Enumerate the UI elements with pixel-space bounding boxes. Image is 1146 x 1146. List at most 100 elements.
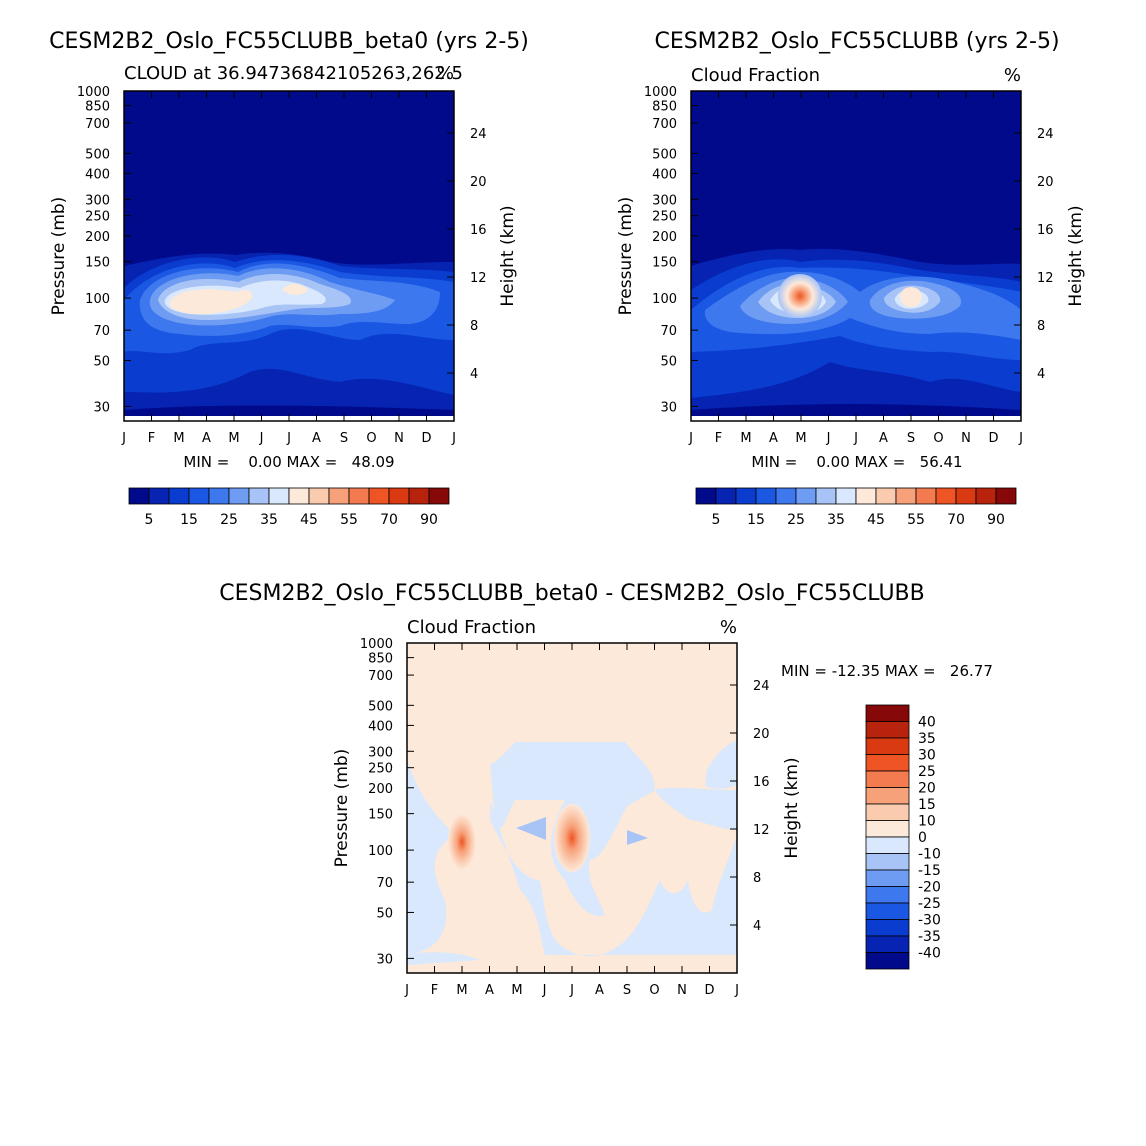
y-tick-label: 70: [660, 324, 677, 339]
panel-b-minmax: MIN = 0.00 MAX = 56.41: [751, 453, 962, 471]
y-tick-label-right: 8: [1037, 319, 1045, 334]
x-tick-label: J: [1018, 431, 1023, 446]
colorbar-label: 40: [918, 715, 936, 731]
panel-a-contour-field: [124, 91, 454, 421]
x-tick-label: J: [286, 431, 291, 446]
colorbar-label: -35: [918, 929, 941, 945]
colorbar-label: 0: [918, 830, 927, 846]
y-tick-label-right: 20: [470, 175, 487, 190]
panel-b-colorbar: 5 15 25 35 45 55 70 90: [695, 487, 1017, 528]
y-tick-label: 70: [376, 876, 393, 891]
colorbar-label: -20: [918, 880, 941, 896]
colorbar-label: -40: [918, 946, 941, 962]
colorbar-label: 10: [918, 814, 936, 830]
colorbar-label: -10: [918, 847, 941, 863]
y-tick-label-right: 8: [753, 871, 761, 886]
colorbar-label: 70: [947, 512, 965, 528]
y-tick-label-right: 16: [753, 775, 770, 790]
colorbar-swatch: [775, 487, 797, 505]
y-tick-label: 150: [652, 256, 677, 271]
panel-a-ylabel: Pressure (mb): [49, 197, 69, 316]
panel-c: CESM2B2_Oslo_FC55CLUBB_beta0 - CESM2B2_O…: [219, 581, 993, 998]
colorbar-swatch: [915, 487, 937, 505]
y-tick-label: 100: [368, 844, 393, 859]
colorbar-label: 45: [300, 512, 318, 528]
colorbar-swatch: [835, 487, 857, 505]
y-tick-label: 850: [85, 100, 110, 115]
x-tick-label: J: [121, 431, 126, 446]
colorbar-swatch: [248, 487, 270, 505]
panel-c-ylabel-right: Height (km): [782, 757, 802, 858]
colorbar-swatch: [955, 487, 977, 505]
colorbar-swatch: [308, 487, 330, 505]
y-tick-label: 1000: [360, 637, 393, 652]
x-tick-label: N: [394, 431, 404, 446]
colorbar-swatch: [288, 487, 310, 505]
panel-b-units: %: [1004, 65, 1021, 86]
panel-a-axes: J F M A M J J A S O N D J 30 50 70 100 150 200 250 300 400 50…: [77, 85, 487, 446]
y-tick-label: 500: [85, 147, 110, 162]
colorbar-label: -30: [918, 913, 941, 929]
colorbar-swatch: [865, 770, 910, 788]
colorbar-label: 35: [827, 512, 845, 528]
colorbar-swatch: [895, 487, 917, 505]
colorbar-swatch: [855, 487, 877, 505]
colorbar-swatch: [865, 820, 910, 838]
colorbar-swatch: [268, 487, 290, 505]
panel-a-title: CESM2B2_Oslo_FC55CLUBB_beta0 (yrs 2-5): [49, 29, 529, 54]
panel-a-minmax: MIN = 0.00 MAX = 48.09: [183, 453, 394, 471]
x-tick-label: F: [431, 983, 438, 998]
y-tick-label: 250: [85, 210, 110, 225]
colorbar-label: 30: [918, 748, 936, 764]
y-tick-label: 700: [652, 117, 677, 132]
colorbar-label: 25: [918, 764, 936, 780]
colorbar-label: 55: [340, 512, 358, 528]
panel-b-ylabel: Pressure (mb): [616, 197, 636, 316]
x-tick-label: J: [259, 431, 264, 446]
y-tick-label: 500: [368, 699, 393, 714]
y-tick-label: 200: [85, 230, 110, 245]
colorbar-swatch: [168, 487, 190, 505]
colorbar-swatch: [695, 487, 717, 505]
y-tick-label-right: 24: [470, 127, 487, 142]
x-tick-label: D: [421, 431, 431, 446]
x-tick-label: M: [456, 983, 467, 998]
y-tick-label: 200: [368, 782, 393, 797]
x-tick-label: J: [734, 983, 739, 998]
colorbar-swatch: [128, 487, 150, 505]
x-tick-label: D: [704, 983, 714, 998]
colorbar-label: 25: [787, 512, 805, 528]
x-tick-label: A: [595, 983, 604, 998]
x-tick-label: F: [715, 431, 722, 446]
y-tick-label: 250: [368, 762, 393, 777]
colorbar-swatch: [975, 487, 997, 505]
panel-b: CESM2B2_Oslo_FC55CLUBB (yrs 2-5) Cloud F…: [616, 29, 1086, 528]
colorbar-swatch: [388, 487, 410, 505]
y-tick-label: 50: [660, 354, 677, 369]
x-tick-label: M: [740, 431, 751, 446]
y-tick-label: 300: [368, 745, 393, 760]
colorbar-swatch: [865, 935, 910, 953]
panel-c-title: CESM2B2_Oslo_FC55CLUBB_beta0 - CESM2B2_O…: [219, 581, 924, 606]
colorbar-swatch: [148, 487, 170, 505]
colorbar-label: -25: [918, 896, 941, 912]
y-tick-label: 100: [85, 292, 110, 307]
colorbar-swatch: [865, 737, 910, 755]
y-tick-label: 850: [652, 100, 677, 115]
colorbar-swatch: [815, 487, 837, 505]
colorbar-swatch: [865, 869, 910, 887]
y-tick-label: 1000: [77, 85, 110, 100]
colorbar-label: 5: [145, 512, 154, 528]
y-tick-label-right: 12: [1037, 271, 1054, 286]
x-tick-label: A: [202, 431, 211, 446]
colorbar-swatch: [715, 487, 737, 505]
x-tick-label: A: [312, 431, 321, 446]
panel-b-contour-field: [691, 91, 1021, 421]
colorbar-swatch: [995, 487, 1017, 505]
x-tick-label: M: [795, 431, 806, 446]
x-tick-label: A: [485, 983, 494, 998]
